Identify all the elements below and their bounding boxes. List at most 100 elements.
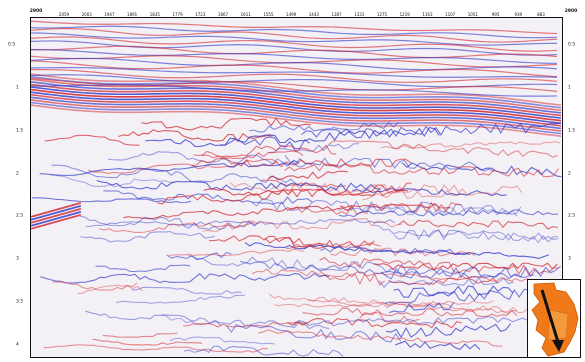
seismic-reflector — [320, 246, 471, 256]
trace-label-end: 2900 — [564, 9, 578, 14]
trace-label: 1723 — [195, 12, 206, 17]
seismic-reflector — [293, 315, 539, 327]
seismic-reflector — [380, 141, 561, 150]
arrow-head — [552, 340, 564, 352]
seismic-reflector — [267, 170, 348, 181]
trace-label: 1499 — [286, 12, 297, 17]
trace-label: 1835 — [149, 12, 160, 17]
seismic-reflector — [31, 25, 558, 39]
seismic-reflector — [31, 208, 82, 224]
seismic-reflector — [31, 68, 558, 83]
seismic-reflector — [31, 96, 562, 130]
seismic-reflector — [43, 344, 268, 353]
seismic-reflector — [88, 158, 278, 175]
trace-label: 2003 — [81, 12, 92, 17]
seismic-reflector — [31, 57, 558, 71]
seismic-reflector — [31, 104, 562, 137]
seismic-reflector — [398, 219, 558, 230]
trace-label: 1331 — [354, 12, 365, 17]
seismic-reflector — [115, 294, 246, 304]
seismic-section[interactable] — [30, 17, 563, 358]
trace-label: 1387 — [331, 12, 342, 17]
seismic-reflector — [187, 254, 417, 274]
seismic-reflector — [193, 150, 304, 160]
seismic-reflector — [95, 264, 191, 273]
seismic-reflector — [31, 49, 558, 64]
seismic-reflector — [384, 288, 545, 304]
seismic-reflector — [258, 329, 503, 347]
arrow-shaft — [540, 289, 560, 343]
seismic-reflector — [362, 185, 523, 201]
time-label-left: 2 — [16, 171, 19, 177]
trace-label: 2059 — [58, 12, 70, 17]
seismic-reflector — [31, 28, 558, 43]
seismic-reflector — [96, 180, 381, 192]
seismic-reflector — [31, 73, 562, 106]
trace-label: 1779 — [172, 12, 183, 17]
seismic-reflector — [183, 321, 308, 328]
trace-label: 1891 — [127, 12, 138, 17]
seismic-reflector — [80, 230, 215, 243]
seismic-reflector — [31, 83, 562, 117]
seismic-reflector — [31, 67, 558, 78]
seismic-reflector — [330, 247, 476, 257]
seismic-reflector — [169, 336, 275, 345]
time-label-right: 3 — [568, 256, 571, 262]
time-label-left: 0.5 — [8, 42, 16, 48]
seismic-reflector — [203, 188, 408, 197]
seismic-reflector — [123, 205, 353, 220]
seismic-reflector — [39, 159, 299, 176]
seismic-reflector — [31, 101, 562, 135]
seismic-reflector — [50, 174, 175, 188]
seismic-reflector — [161, 314, 222, 326]
seismic-reflector — [201, 144, 337, 158]
seismic-reflector — [141, 117, 312, 131]
seismic-reflector — [51, 164, 306, 187]
trace-label: 939 — [514, 12, 523, 17]
seismic-reflector — [273, 300, 494, 308]
seismic-reflector — [302, 307, 518, 318]
seismic-reflector — [286, 201, 462, 215]
seismic-reflector — [157, 182, 412, 205]
seismic-reflector — [31, 86, 562, 119]
trace-label-start: 2900 — [29, 9, 43, 14]
seismic-reflector — [31, 36, 558, 52]
seismic-reflector — [31, 84, 558, 97]
seismic-reflector — [378, 277, 514, 288]
seismic-reflector — [251, 268, 542, 283]
seismic-reflector — [31, 205, 82, 221]
seismic-reflector — [79, 215, 260, 230]
seismic-reflector — [373, 262, 558, 271]
seismic-reflector — [401, 162, 562, 178]
seismic-reflector — [169, 248, 304, 257]
seismic-reflector — [301, 122, 561, 139]
seismic-reflector — [359, 312, 420, 323]
trace-label: 1163 — [422, 12, 433, 17]
seismic-reflector — [31, 93, 562, 127]
seismic-reflector — [98, 221, 254, 233]
time-label-left: 3.5 — [16, 299, 24, 305]
seismic-reflector — [40, 272, 330, 284]
seismic-reflector — [31, 202, 82, 218]
time-label-right: 2.5 — [568, 213, 576, 219]
time-label-left: 1 — [16, 85, 19, 91]
seismic-reflector — [388, 301, 455, 314]
seismic-reflector — [373, 224, 559, 244]
seismic-reflector — [44, 134, 140, 146]
seismic-reflector — [31, 99, 562, 132]
trace-label: 1051 — [467, 12, 478, 17]
seismic-reflector — [286, 242, 382, 250]
trace-label: 1275 — [376, 12, 388, 17]
location-map-icon[interactable] — [527, 279, 581, 358]
trace-label: 1947 — [104, 12, 115, 17]
seismic-reflector — [287, 317, 462, 329]
seismic-reflector — [386, 323, 512, 339]
seismic-reflector — [31, 78, 562, 112]
seismic-reflector — [131, 286, 242, 295]
survey-outline-map — [531, 282, 579, 357]
seismic-reflector — [338, 209, 558, 218]
trace-label: 995 — [491, 12, 500, 17]
seismic-reflector — [31, 88, 562, 122]
seismic-reflector — [191, 157, 412, 168]
